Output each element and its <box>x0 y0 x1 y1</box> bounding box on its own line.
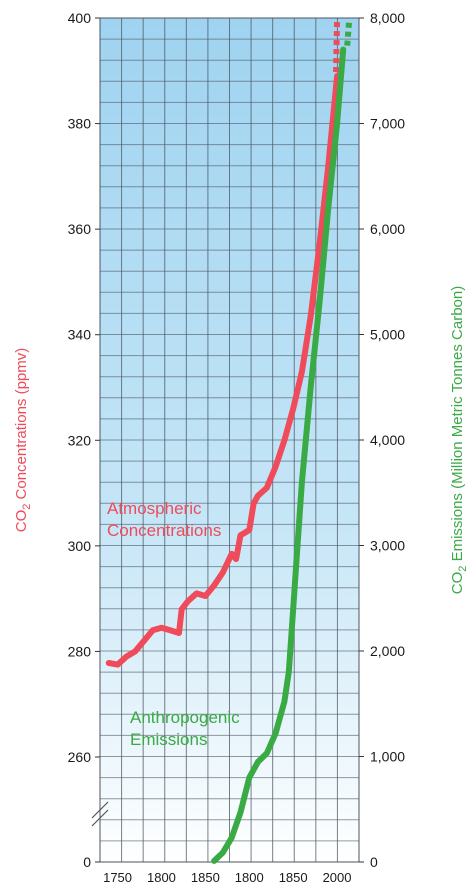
emissions-label-line: Emissions <box>130 730 207 749</box>
emissions-label: Anthropogenic Emissions <box>130 708 240 749</box>
concentrations-label-line: Concentrations <box>107 521 221 540</box>
right-axis-ticks: 0 1,000 2,000 3,000 4,000 5,000 6,000 7,000 8,00… <box>359 10 405 870</box>
axis-title-part: Emissions (Million Metric Tonnes Carbon) <box>449 286 466 566</box>
right-tick-label: 8,000 <box>370 10 405 26</box>
left-tick-label: 380 <box>68 116 92 132</box>
right-tick-label: 0 <box>370 854 378 870</box>
grid <box>99 17 360 863</box>
right-tick-label: 2,000 <box>370 643 405 659</box>
left-axis-title: CO2 Concentrations (ppmv) <box>13 348 33 533</box>
right-tick-label: 6,000 <box>370 221 405 237</box>
concentrations-label: Atmospheric Concentrations <box>107 499 221 540</box>
emissions-line-extension <box>344 19 353 46</box>
left-axis-ticks: 0 260 280 300 320 340 360 380 400 <box>68 10 100 870</box>
right-axis-title: CO2 Emissions (Million Metric Tonnes Car… <box>449 286 467 594</box>
axis-title-part: CO <box>449 572 466 595</box>
emissions-line <box>211 46 347 864</box>
x-tick-label: 1850 <box>279 870 308 885</box>
left-tick-label: 320 <box>68 432 92 448</box>
left-axis-break <box>91 801 109 827</box>
axis-break-mark <box>91 801 109 819</box>
axis-title-subscript: 2 <box>457 566 467 572</box>
right-tick-label: 5,000 <box>370 327 405 343</box>
x-tick-label: 1800 <box>235 870 264 885</box>
concentrations-label-line: Atmospheric <box>107 499 202 518</box>
x-axis-ticks: 1750 1800 1850 1800 1850 2000 <box>103 870 351 885</box>
series-layer <box>105 19 353 864</box>
x-tick-label: 2000 <box>323 870 352 885</box>
concentrations-line <box>105 73 341 668</box>
axis-title-subscript: 2 <box>21 504 33 510</box>
axis-title-part: Concentrations (ppmv) <box>13 348 30 504</box>
left-tick-label: 360 <box>68 221 92 237</box>
series-labels: Atmospheric Concentrations Anthropogenic Em… <box>107 499 240 749</box>
left-tick-label: 0 <box>83 854 91 870</box>
left-tick-label: 280 <box>68 643 92 659</box>
x-tick-label: 1850 <box>191 870 220 885</box>
left-tick-label: 340 <box>68 327 92 343</box>
axis-break-mark <box>91 809 109 827</box>
x-tick-label: 1800 <box>147 870 176 885</box>
right-tick-label: 4,000 <box>370 432 405 448</box>
right-tick-label: 3,000 <box>370 538 405 554</box>
axis-title-part: CO <box>13 510 30 533</box>
right-tick-label: 1,000 <box>370 749 405 765</box>
emissions-label-line: Anthropogenic <box>130 708 240 727</box>
x-tick-label: 1750 <box>103 870 132 885</box>
right-tick-label: 7,000 <box>370 116 405 132</box>
left-tick-label: 260 <box>68 749 92 765</box>
left-tick-label: 300 <box>68 538 92 554</box>
left-tick-label: 400 <box>68 10 92 26</box>
